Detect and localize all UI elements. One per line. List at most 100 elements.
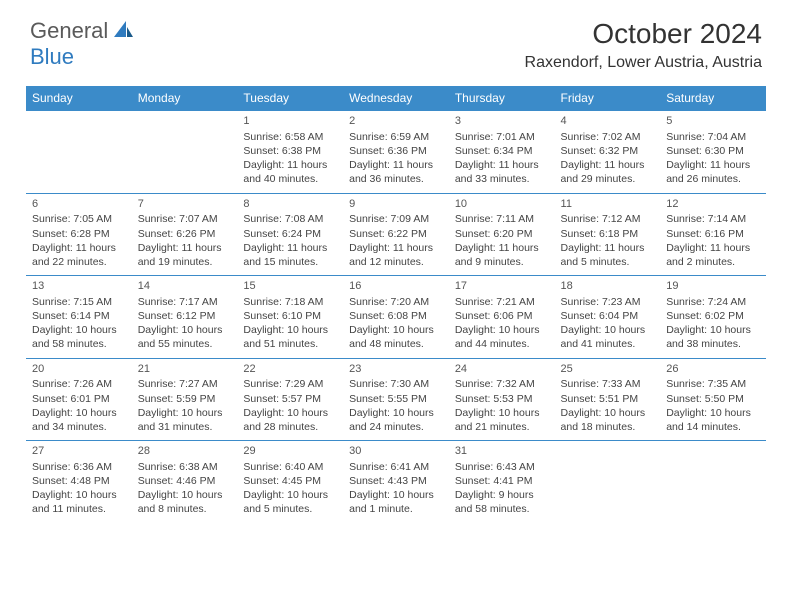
- sunset-text: Sunset: 6:28 PM: [32, 227, 126, 241]
- sunset-text: Sunset: 5:53 PM: [455, 392, 549, 406]
- sunrise-text: Sunrise: 6:43 AM: [455, 460, 549, 474]
- daylight-text: Daylight: 11 hours and 9 minutes.: [455, 241, 549, 269]
- sunset-text: Sunset: 6:14 PM: [32, 309, 126, 323]
- day-number: 20: [32, 362, 126, 377]
- sunset-text: Sunset: 6:12 PM: [138, 309, 232, 323]
- calendar-day-cell: 4Sunrise: 7:02 AMSunset: 6:32 PMDaylight…: [555, 111, 661, 194]
- sunset-text: Sunset: 6:22 PM: [349, 227, 443, 241]
- day-number: 12: [666, 197, 760, 212]
- day-number: 2: [349, 114, 443, 129]
- calendar-day-cell: 28Sunrise: 6:38 AMSunset: 4:46 PMDayligh…: [132, 441, 238, 523]
- day-number: 16: [349, 279, 443, 294]
- day-number: 17: [455, 279, 549, 294]
- sunset-text: Sunset: 5:51 PM: [561, 392, 655, 406]
- sunrise-text: Sunrise: 7:30 AM: [349, 377, 443, 391]
- sunset-text: Sunset: 6:02 PM: [666, 309, 760, 323]
- weekday-header-row: Sunday Monday Tuesday Wednesday Thursday…: [26, 86, 766, 111]
- daylight-text: Daylight: 10 hours and 24 minutes.: [349, 406, 443, 434]
- daylight-text: Daylight: 11 hours and 12 minutes.: [349, 241, 443, 269]
- sunset-text: Sunset: 4:41 PM: [455, 474, 549, 488]
- sunset-text: Sunset: 6:16 PM: [666, 227, 760, 241]
- weekday-header: Monday: [132, 86, 238, 111]
- sunrise-text: Sunrise: 7:24 AM: [666, 295, 760, 309]
- calendar-day-cell: 14Sunrise: 7:17 AMSunset: 6:12 PMDayligh…: [132, 276, 238, 359]
- calendar-week-row: 27Sunrise: 6:36 AMSunset: 4:48 PMDayligh…: [26, 441, 766, 523]
- calendar-day-cell: 7Sunrise: 7:07 AMSunset: 6:26 PMDaylight…: [132, 193, 238, 276]
- calendar-day-cell: 31Sunrise: 6:43 AMSunset: 4:41 PMDayligh…: [449, 441, 555, 523]
- day-number: 1: [243, 114, 337, 129]
- daylight-text: Daylight: 10 hours and 44 minutes.: [455, 323, 549, 351]
- daylight-text: Daylight: 10 hours and 31 minutes.: [138, 406, 232, 434]
- weekday-header: Saturday: [660, 86, 766, 111]
- daylight-text: Daylight: 11 hours and 5 minutes.: [561, 241, 655, 269]
- sunrise-text: Sunrise: 7:20 AM: [349, 295, 443, 309]
- calendar-week-row: 13Sunrise: 7:15 AMSunset: 6:14 PMDayligh…: [26, 276, 766, 359]
- calendar-day-cell: 1Sunrise: 6:58 AMSunset: 6:38 PMDaylight…: [237, 111, 343, 194]
- calendar-day-cell: 18Sunrise: 7:23 AMSunset: 6:04 PMDayligh…: [555, 276, 661, 359]
- daylight-text: Daylight: 10 hours and 38 minutes.: [666, 323, 760, 351]
- weekday-header: Thursday: [449, 86, 555, 111]
- daylight-text: Daylight: 10 hours and 21 minutes.: [455, 406, 549, 434]
- day-number: 21: [138, 362, 232, 377]
- daylight-text: Daylight: 10 hours and 28 minutes.: [243, 406, 337, 434]
- calendar-day-cell: 13Sunrise: 7:15 AMSunset: 6:14 PMDayligh…: [26, 276, 132, 359]
- day-number: 23: [349, 362, 443, 377]
- day-number: 13: [32, 279, 126, 294]
- sunset-text: Sunset: 6:04 PM: [561, 309, 655, 323]
- day-number: 27: [32, 444, 126, 459]
- sunset-text: Sunset: 5:59 PM: [138, 392, 232, 406]
- title-block: October 2024 Raxendorf, Lower Austria, A…: [525, 18, 762, 72]
- calendar-day-cell: 27Sunrise: 6:36 AMSunset: 4:48 PMDayligh…: [26, 441, 132, 523]
- sunset-text: Sunset: 4:46 PM: [138, 474, 232, 488]
- calendar-day-cell: 25Sunrise: 7:33 AMSunset: 5:51 PMDayligh…: [555, 358, 661, 441]
- location-text: Raxendorf, Lower Austria, Austria: [525, 54, 762, 72]
- day-number: 19: [666, 279, 760, 294]
- sunset-text: Sunset: 6:32 PM: [561, 144, 655, 158]
- sunset-text: Sunset: 6:30 PM: [666, 144, 760, 158]
- daylight-text: Daylight: 10 hours and 55 minutes.: [138, 323, 232, 351]
- daylight-text: Daylight: 11 hours and 36 minutes.: [349, 158, 443, 186]
- sunset-text: Sunset: 6:34 PM: [455, 144, 549, 158]
- sunset-text: Sunset: 6:08 PM: [349, 309, 443, 323]
- day-number: 28: [138, 444, 232, 459]
- calendar-day-cell: 5Sunrise: 7:04 AMSunset: 6:30 PMDaylight…: [660, 111, 766, 194]
- sunrise-text: Sunrise: 6:41 AM: [349, 460, 443, 474]
- daylight-text: Daylight: 10 hours and 41 minutes.: [561, 323, 655, 351]
- weekday-header: Wednesday: [343, 86, 449, 111]
- calendar-day-cell: 23Sunrise: 7:30 AMSunset: 5:55 PMDayligh…: [343, 358, 449, 441]
- sunset-text: Sunset: 6:01 PM: [32, 392, 126, 406]
- sunset-text: Sunset: 6:10 PM: [243, 309, 337, 323]
- calendar-day-cell: 26Sunrise: 7:35 AMSunset: 5:50 PMDayligh…: [660, 358, 766, 441]
- sunrise-text: Sunrise: 7:33 AM: [561, 377, 655, 391]
- sunrise-text: Sunrise: 6:40 AM: [243, 460, 337, 474]
- sunrise-text: Sunrise: 7:26 AM: [32, 377, 126, 391]
- day-number: 25: [561, 362, 655, 377]
- daylight-text: Daylight: 10 hours and 18 minutes.: [561, 406, 655, 434]
- weekday-header: Friday: [555, 86, 661, 111]
- calendar-day-cell: 24Sunrise: 7:32 AMSunset: 5:53 PMDayligh…: [449, 358, 555, 441]
- sunset-text: Sunset: 6:06 PM: [455, 309, 549, 323]
- sunrise-text: Sunrise: 7:02 AM: [561, 130, 655, 144]
- daylight-text: Daylight: 11 hours and 19 minutes.: [138, 241, 232, 269]
- daylight-text: Daylight: 11 hours and 15 minutes.: [243, 241, 337, 269]
- sunrise-text: Sunrise: 7:29 AM: [243, 377, 337, 391]
- daylight-text: Daylight: 10 hours and 5 minutes.: [243, 488, 337, 516]
- sunset-text: Sunset: 6:20 PM: [455, 227, 549, 241]
- sunrise-text: Sunrise: 7:35 AM: [666, 377, 760, 391]
- daylight-text: Daylight: 9 hours and 58 minutes.: [455, 488, 549, 516]
- calendar-day-cell: 6Sunrise: 7:05 AMSunset: 6:28 PMDaylight…: [26, 193, 132, 276]
- daylight-text: Daylight: 11 hours and 22 minutes.: [32, 241, 126, 269]
- day-number: 30: [349, 444, 443, 459]
- sunrise-text: Sunrise: 7:05 AM: [32, 212, 126, 226]
- sunrise-text: Sunrise: 7:18 AM: [243, 295, 337, 309]
- day-number: 4: [561, 114, 655, 129]
- day-number: 29: [243, 444, 337, 459]
- day-number: 11: [561, 197, 655, 212]
- calendar-week-row: 20Sunrise: 7:26 AMSunset: 6:01 PM Dayligh…: [26, 358, 766, 441]
- day-number: 8: [243, 197, 337, 212]
- sunset-text: Sunset: 6:38 PM: [243, 144, 337, 158]
- calendar-day-cell: 3Sunrise: 7:01 AMSunset: 6:34 PMDaylight…: [449, 111, 555, 194]
- calendar-day-cell: 11Sunrise: 7:12 AMSunset: 6:18 PMDayligh…: [555, 193, 661, 276]
- logo-text-general: General: [30, 18, 108, 44]
- calendar-day-cell: 29Sunrise: 6:40 AMSunset: 4:45 PMDayligh…: [237, 441, 343, 523]
